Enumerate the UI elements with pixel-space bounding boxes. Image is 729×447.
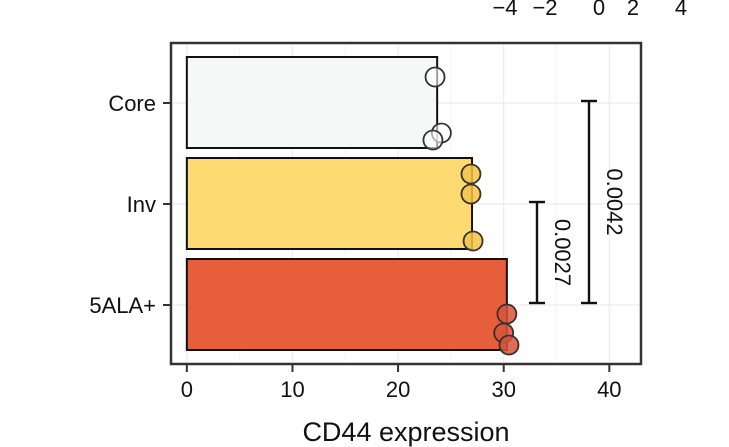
bar-core [185, 56, 439, 149]
legend-scale: −4 −2 0 2 4 [492, 0, 687, 20]
x-axis: 0 10 20 30 40 [181, 364, 622, 402]
data-point [424, 66, 446, 88]
data-points [422, 66, 520, 356]
p-value-label: 0.0027 [550, 219, 575, 286]
y-axis: Core Inv 5ALA+ [89, 91, 171, 318]
p-value-label: 0.0042 [602, 168, 627, 235]
legend-scale-tick-label: 0 [593, 0, 605, 20]
significance-brackets: 0.0027 0.0042 [529, 99, 627, 305]
x-tick-label: 40 [597, 377, 621, 402]
data-point [460, 163, 482, 185]
legend-scale-tick-label: −4 [492, 0, 517, 20]
data-point [422, 129, 444, 151]
x-tick-label: 10 [280, 377, 304, 402]
bar-inv [185, 157, 474, 250]
legend-scale-tick-label: 2 [627, 0, 639, 20]
y-tick-label: 5ALA+ [89, 293, 156, 318]
data-point [498, 334, 520, 356]
data-point [496, 303, 518, 325]
data-point [460, 183, 482, 205]
x-axis-title: CD44 expression [302, 417, 509, 447]
legend-scale-tick-label: 4 [675, 0, 687, 20]
x-tick-label: 30 [491, 377, 515, 402]
bar-5ala [185, 258, 508, 351]
data-point [462, 230, 484, 252]
bars [185, 56, 508, 351]
x-tick-label: 20 [386, 377, 410, 402]
legend-scale-tick-label: −2 [532, 0, 557, 20]
y-tick-label: Core [108, 91, 156, 116]
y-tick-label: Inv [127, 192, 156, 217]
x-tick-label: 0 [181, 377, 193, 402]
